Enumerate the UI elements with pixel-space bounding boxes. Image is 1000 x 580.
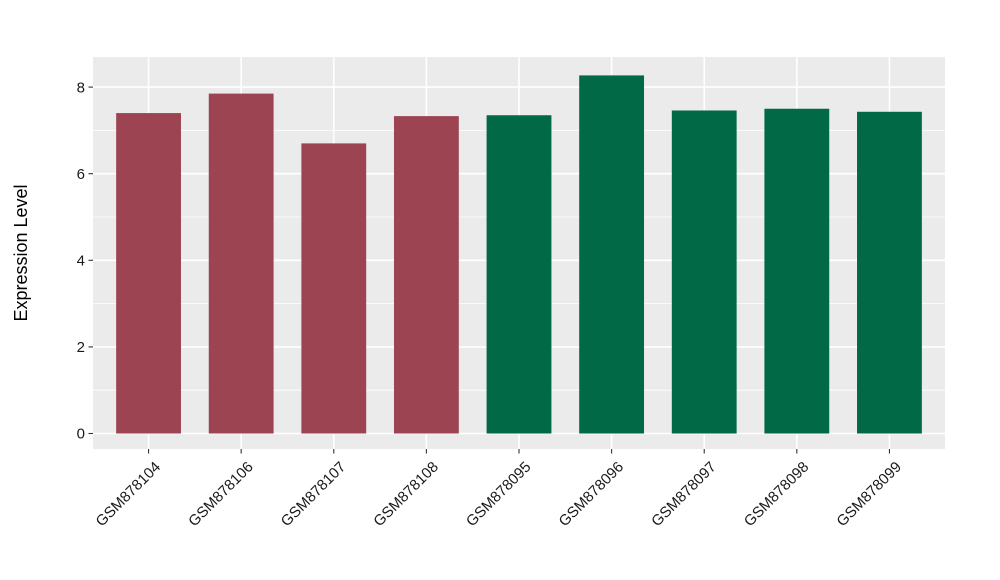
x-tick-label-GSM878106: GSM878106 xyxy=(185,459,257,531)
y-tick-label-0: 0 xyxy=(77,426,85,443)
y-tick-label-6: 6 xyxy=(77,166,85,183)
bar-GSM878096 xyxy=(579,75,645,434)
y-axis-title: Expression Level xyxy=(11,184,31,321)
bar-GSM878108 xyxy=(393,116,459,434)
y-tick-label-8: 8 xyxy=(77,79,85,96)
y-tick-label-2: 2 xyxy=(77,339,85,356)
x-tick-label-GSM878095: GSM878095 xyxy=(463,459,535,531)
x-tick-label-GSM878097: GSM878097 xyxy=(648,459,720,531)
x-tick-label-GSM878108: GSM878108 xyxy=(370,459,442,531)
x-tick-label-GSM878098: GSM878098 xyxy=(741,459,813,531)
bar-GSM878099 xyxy=(857,111,922,434)
bar-GSM878097 xyxy=(671,110,737,434)
bar-GSM878107 xyxy=(301,143,367,434)
x-tick-label-GSM878104: GSM878104 xyxy=(93,459,165,531)
x-tick-label-GSM878096: GSM878096 xyxy=(556,459,628,531)
bars xyxy=(116,75,922,434)
bar-GSM878106 xyxy=(208,93,274,434)
x-tick-label-GSM878107: GSM878107 xyxy=(278,459,350,531)
bar-GSM878098 xyxy=(764,108,830,434)
x-tick-label-GSM878099: GSM878099 xyxy=(833,459,905,531)
bar-GSM878095 xyxy=(486,115,552,434)
bar-GSM878104 xyxy=(116,113,181,434)
y-tick-label-4: 4 xyxy=(77,253,85,270)
